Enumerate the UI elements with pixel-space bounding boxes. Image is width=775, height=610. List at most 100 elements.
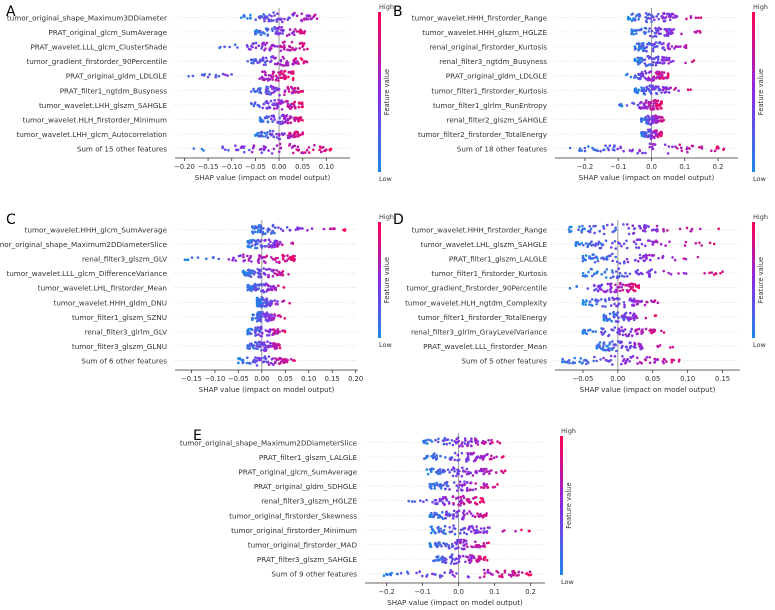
shap-point xyxy=(263,19,266,23)
shap-point xyxy=(273,272,276,275)
shap-point xyxy=(261,45,264,48)
shap-point xyxy=(685,226,689,230)
shap-point xyxy=(618,271,622,275)
shap-point xyxy=(301,151,305,155)
shap-point xyxy=(643,46,646,49)
shap-point xyxy=(456,496,459,500)
shap-point xyxy=(313,13,317,17)
x-tick-label: 0.1 xyxy=(679,163,690,171)
shap-point xyxy=(629,355,632,359)
shap-point xyxy=(608,343,611,346)
shap-point xyxy=(459,495,463,499)
shap-point xyxy=(611,271,614,274)
shap-point xyxy=(332,227,336,230)
shap-point xyxy=(700,244,703,247)
shap-point xyxy=(254,46,258,50)
shap-point xyxy=(648,239,651,242)
shap-point xyxy=(639,300,643,304)
shap-point xyxy=(635,328,639,332)
shap-point xyxy=(659,27,663,31)
shap-point xyxy=(483,471,487,474)
shap-point xyxy=(603,298,607,301)
shap-point xyxy=(464,560,467,564)
shap-point xyxy=(268,13,271,17)
shap-point xyxy=(261,31,265,34)
shap-point xyxy=(637,286,641,290)
shap-point xyxy=(625,359,628,363)
shap-point xyxy=(442,541,445,545)
shap-point xyxy=(647,71,651,74)
shap-point xyxy=(644,327,648,331)
shap-point xyxy=(573,356,576,360)
shap-point xyxy=(274,78,278,82)
shap-point xyxy=(637,284,641,287)
x-tick-label: 0.00 xyxy=(610,375,625,383)
shap-point xyxy=(639,271,643,275)
shap-point xyxy=(593,272,596,276)
shap-point xyxy=(298,226,302,230)
shap-point xyxy=(264,71,267,74)
shap-point xyxy=(467,558,471,562)
shap-point xyxy=(259,33,263,37)
shap-point xyxy=(275,132,278,136)
shap-point xyxy=(619,329,622,332)
shap-point xyxy=(431,528,435,532)
shap-point xyxy=(413,500,417,503)
shap-point xyxy=(662,230,665,233)
shap-point xyxy=(322,227,326,231)
shap-point xyxy=(657,26,661,30)
shap-point xyxy=(455,484,459,487)
shap-point xyxy=(285,34,289,37)
shap-point xyxy=(662,42,665,45)
shap-point xyxy=(590,298,594,301)
shap-point xyxy=(444,561,447,565)
shap-point xyxy=(426,454,430,458)
shap-point xyxy=(615,314,619,317)
shap-point xyxy=(249,275,253,279)
shap-point xyxy=(696,255,700,259)
shap-point xyxy=(638,238,642,241)
shap-point xyxy=(652,102,655,105)
shap-point xyxy=(428,482,432,486)
shap-point xyxy=(274,302,278,306)
shap-point xyxy=(680,146,683,149)
shap-point xyxy=(273,14,276,17)
shap-point xyxy=(258,343,262,347)
shap-point xyxy=(390,571,394,575)
shap-point xyxy=(469,559,473,563)
shap-point xyxy=(632,313,635,317)
x-tick-label: −0.05 xyxy=(573,375,594,383)
x-tick-label: 0.10 xyxy=(319,163,334,171)
shap-point xyxy=(277,270,281,274)
shap-point xyxy=(246,60,249,63)
colorbar-high-label: High xyxy=(379,213,394,221)
shap-point xyxy=(285,259,289,262)
shap-point xyxy=(717,227,720,231)
shap-point xyxy=(302,48,306,51)
shap-point xyxy=(444,544,447,548)
shap-point xyxy=(712,242,716,246)
shap-point xyxy=(463,480,466,483)
shap-point xyxy=(626,260,630,264)
shap-point xyxy=(584,258,587,262)
shap-point xyxy=(306,229,309,232)
shap-point xyxy=(607,148,610,152)
shap-point xyxy=(305,14,309,18)
shap-point xyxy=(434,470,438,474)
shap-point xyxy=(644,254,648,258)
shap-point xyxy=(634,29,637,32)
shap-point xyxy=(466,512,469,515)
feature-label: PRAT_wavelet.LLL_firstorder_Mean xyxy=(423,342,547,351)
shap-point xyxy=(281,76,285,79)
shap-point xyxy=(191,74,195,78)
shap-point xyxy=(626,15,630,19)
shap-point xyxy=(474,540,477,543)
shap-point xyxy=(455,511,458,514)
shap-point xyxy=(433,499,437,502)
shap-point xyxy=(453,532,457,536)
shap-point xyxy=(606,146,610,150)
shap-point xyxy=(267,238,271,241)
shap-point xyxy=(632,297,636,301)
shap-point xyxy=(445,510,448,513)
shap-point xyxy=(580,241,583,245)
